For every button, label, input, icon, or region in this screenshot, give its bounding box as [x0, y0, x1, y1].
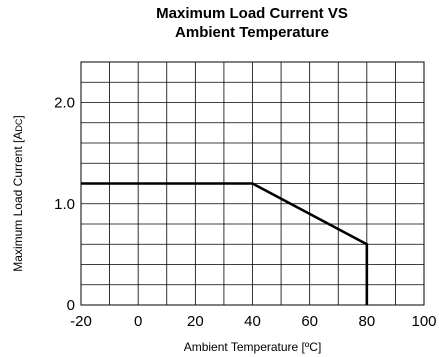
x-tick-label: 60: [301, 313, 318, 330]
chart-title-line-1: Maximum Load Current VS: [156, 5, 348, 22]
chart-title: Maximum Load Current VS Ambient Temperat…: [80, 4, 424, 42]
y-axis-label-end: ]: [11, 115, 25, 118]
chart-title-line-2: Ambient Temperature: [175, 24, 329, 41]
y-axis-label: Maximum Load Current [ADC]: [11, 115, 25, 271]
x-tick-label: 40: [244, 313, 261, 330]
series: [81, 182, 369, 305]
y-tick-label: 1.0: [54, 196, 75, 213]
y-axis-label-main: Maximum Load Current [A: [11, 132, 25, 272]
series-line: [81, 182, 369, 305]
x-axis-label: Ambient Temperature [ºC]: [184, 340, 322, 354]
x-tick-label: 80: [358, 313, 375, 330]
x-tick-label: 0: [134, 313, 142, 330]
grid: [81, 62, 424, 305]
y-tick-label: 0: [67, 297, 75, 314]
y-axis-label-sub: DC: [14, 118, 24, 131]
x-tick-label: 20: [187, 313, 204, 330]
y-tick-labels: 0 1.0 2.0: [54, 95, 75, 315]
x-tick-labels: -20 0 20 40 60 80 100: [70, 313, 436, 330]
x-tick-label: 100: [411, 313, 436, 330]
y-tick-label: 2.0: [54, 95, 75, 112]
x-tick-label: -20: [70, 313, 92, 330]
